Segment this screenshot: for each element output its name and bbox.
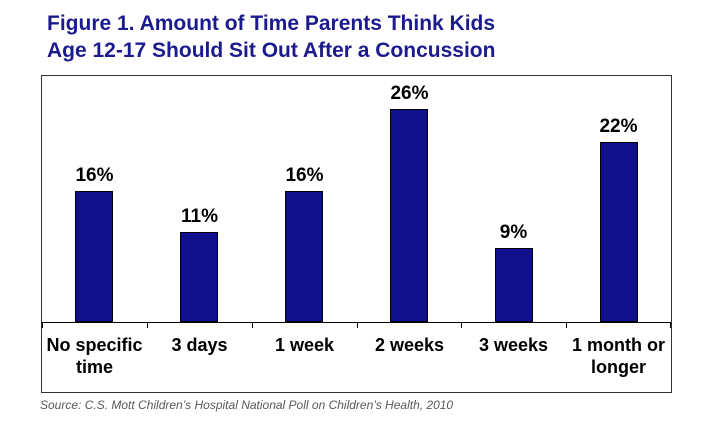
bar-value-label-4: 9% <box>499 222 528 243</box>
bar-value-label-3: 26% <box>390 83 429 104</box>
x-axis-label-1: 3 days <box>147 334 252 356</box>
x-axis-tick-2 <box>252 322 253 328</box>
x-axis-label-3: 2 weeks <box>357 334 462 356</box>
chart-title-line1: Figure 1. Amount of Time Parents Think K… <box>47 12 496 35</box>
x-axis-label-0: No specific time <box>42 334 147 378</box>
bar-3 <box>390 109 428 322</box>
chart-title-line2: Age 12-17 Should Sit Out After a Concuss… <box>47 39 496 62</box>
bar-value-label-5: 22% <box>599 116 638 137</box>
x-axis-line <box>42 322 671 323</box>
bar-value-label-0: 16% <box>75 165 114 186</box>
bar-value-label-1: 11% <box>181 206 218 227</box>
bar-5 <box>600 142 638 322</box>
bar-4 <box>495 248 533 322</box>
x-axis-label-5: 1 month or longer <box>566 334 671 378</box>
bar-0 <box>75 191 113 322</box>
chart-frame: 16% No specific time 11% 3 days 16% 1 week 26% 2… <box>41 75 672 393</box>
x-axis-label-0-line-0: No specific <box>46 335 143 355</box>
bar-1 <box>180 232 218 322</box>
x-axis-label-1-line-0: 3 days <box>171 335 228 355</box>
chart-title: Figure 1. Amount of Time Parents Think K… <box>47 10 495 64</box>
x-axis-label-3-line-0: 2 weeks <box>374 335 445 355</box>
x-axis-label-2-line-0: 1 week <box>274 335 335 355</box>
x-axis-tick-0 <box>42 322 43 328</box>
plot-area: 16% No specific time 11% 3 days 16% 1 week 26% 2… <box>42 76 671 392</box>
x-axis-label-4-line-0: 3 weeks <box>478 335 549 355</box>
x-axis-label-0-line-1: time <box>75 357 113 377</box>
x-axis-label-5-line-0: 1 month or <box>572 335 665 355</box>
x-axis-label-5-line-1: longer <box>590 357 646 377</box>
x-axis-label-2: 1 week <box>252 334 357 356</box>
bar-2 <box>285 191 323 322</box>
x-axis-tick-5 <box>566 322 567 328</box>
bar-value-label-2: 16% <box>285 165 324 186</box>
x-axis-tick-1 <box>147 322 148 328</box>
x-axis-label-4: 3 weeks <box>461 334 566 356</box>
x-axis-tick-4 <box>461 322 462 328</box>
x-axis-tick-6 <box>670 322 671 328</box>
x-axis-tick-3 <box>357 322 358 328</box>
source-note: Source: C.S. Mott Children’s Hospital Na… <box>40 398 454 412</box>
